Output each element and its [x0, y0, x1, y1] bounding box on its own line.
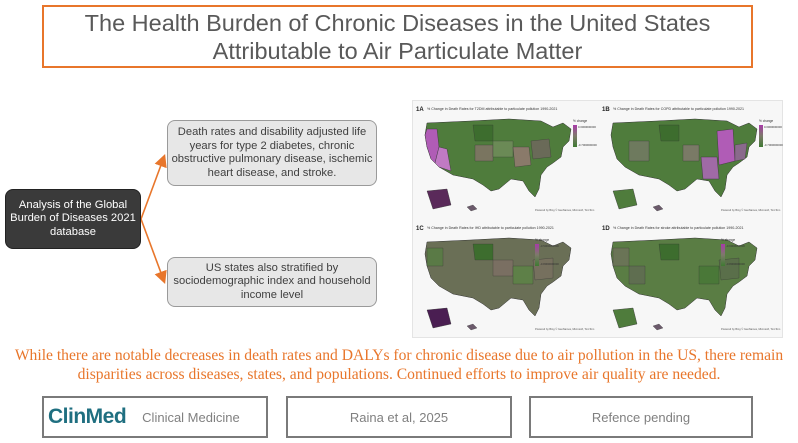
- journal-name: Clinical Medicine: [142, 409, 240, 425]
- map-caption: % Change in Death Rates for T2DM attribu…: [427, 107, 558, 111]
- us-map-image: [424, 237, 572, 331]
- map-source-note: Powered by Bing © GeoNames, Microsoft, T…: [535, 209, 595, 212]
- legend-high-value: -0.6000000000: [726, 244, 745, 248]
- map-caption: % Change in Death Rates for COPD attribu…: [613, 107, 745, 111]
- legend-low-value: -0.7000000000: [578, 143, 597, 147]
- map-1c: 1C % Change in Death Rates for IHD attri…: [413, 220, 598, 339]
- legend-low-value: -0.7000000000: [764, 143, 783, 147]
- reference-box: Refence pending: [529, 396, 753, 438]
- map-source-note: Powered by Bing © GeoNames, Microsoft, T…: [721, 328, 781, 331]
- legend-title: % change: [573, 119, 588, 123]
- map-1a: 1A % Change in Death Rates for T2DM attr…: [413, 101, 598, 220]
- map-label: 1A: [416, 107, 424, 113]
- map-source-note: Powered by Bing © GeoNames, Microsoft, T…: [721, 209, 781, 212]
- map-caption: % Change in Death Rates for stroke attri…: [613, 226, 744, 230]
- legend-color-bar: [535, 244, 539, 266]
- map-1d: 1D % Change in Death Rates for stroke at…: [599, 220, 784, 339]
- clinmed-logo: ClinMed: [48, 405, 127, 428]
- legend-high-value: 0.0000000000: [764, 125, 782, 129]
- legend-high-value: 0.0000000000: [578, 125, 596, 129]
- us-map-image: [610, 118, 758, 212]
- legend-color-bar: [721, 244, 725, 266]
- source-box: Analysis of the Global Burden of Disease…: [5, 189, 141, 249]
- us-map-image: [424, 118, 572, 212]
- arrow-to-stratification: [140, 218, 167, 285]
- legend-low-value: -0.8000000000: [726, 262, 745, 266]
- legend-color-bar: [573, 125, 577, 147]
- maps-panel: 1A % Change in Death Rates for T2DM attr…: [412, 100, 783, 338]
- page-title: The Health Burden of Chronic Diseases in…: [42, 5, 753, 68]
- map-label: 1D: [602, 226, 610, 232]
- arrow-to-detail: [140, 153, 167, 220]
- map-source-note: Powered by Bing © GeoNames, Microsoft, T…: [535, 328, 595, 331]
- outcomes-box: Death rates and disability adjusted life…: [167, 120, 377, 186]
- legend-title: % change: [721, 238, 736, 242]
- citation-box: Raina et al, 2025: [286, 396, 512, 438]
- map-label: 1C: [416, 226, 424, 232]
- map-caption: % Change in Death Rates for IHD attribut…: [427, 226, 554, 230]
- legend-color-bar: [759, 125, 763, 147]
- conclusion-text: While there are notable decreases in dea…: [14, 347, 784, 383]
- map-label: 1B: [602, 107, 610, 113]
- stratification-box: US states also stratified by sociodemogr…: [167, 257, 377, 307]
- us-map-image: [610, 237, 758, 331]
- legend-title: % change: [759, 119, 774, 123]
- map-1b: 1B % Change in Death Rates for COPD attr…: [599, 101, 784, 220]
- legend-low-value: -0.8000000000: [540, 262, 559, 266]
- legend-title: % change: [535, 238, 550, 242]
- journal-box: ClinMed Clinical Medicine: [42, 396, 268, 438]
- legend-high-value: -0.5000000000: [540, 244, 559, 248]
